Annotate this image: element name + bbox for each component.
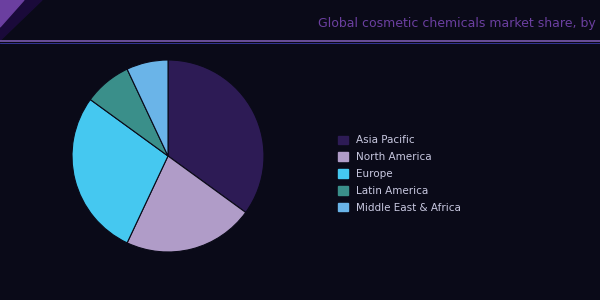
- Wedge shape: [72, 100, 168, 243]
- Wedge shape: [127, 60, 168, 156]
- Wedge shape: [127, 156, 245, 252]
- Wedge shape: [168, 60, 264, 212]
- Wedge shape: [91, 69, 168, 156]
- Text: Global cosmetic chemicals market share, by region, 2019 (%): Global cosmetic chemicals market share, …: [318, 16, 600, 29]
- Legend: Asia Pacific, North America, Europe, Latin America, Middle East & Africa: Asia Pacific, North America, Europe, Lat…: [335, 132, 464, 216]
